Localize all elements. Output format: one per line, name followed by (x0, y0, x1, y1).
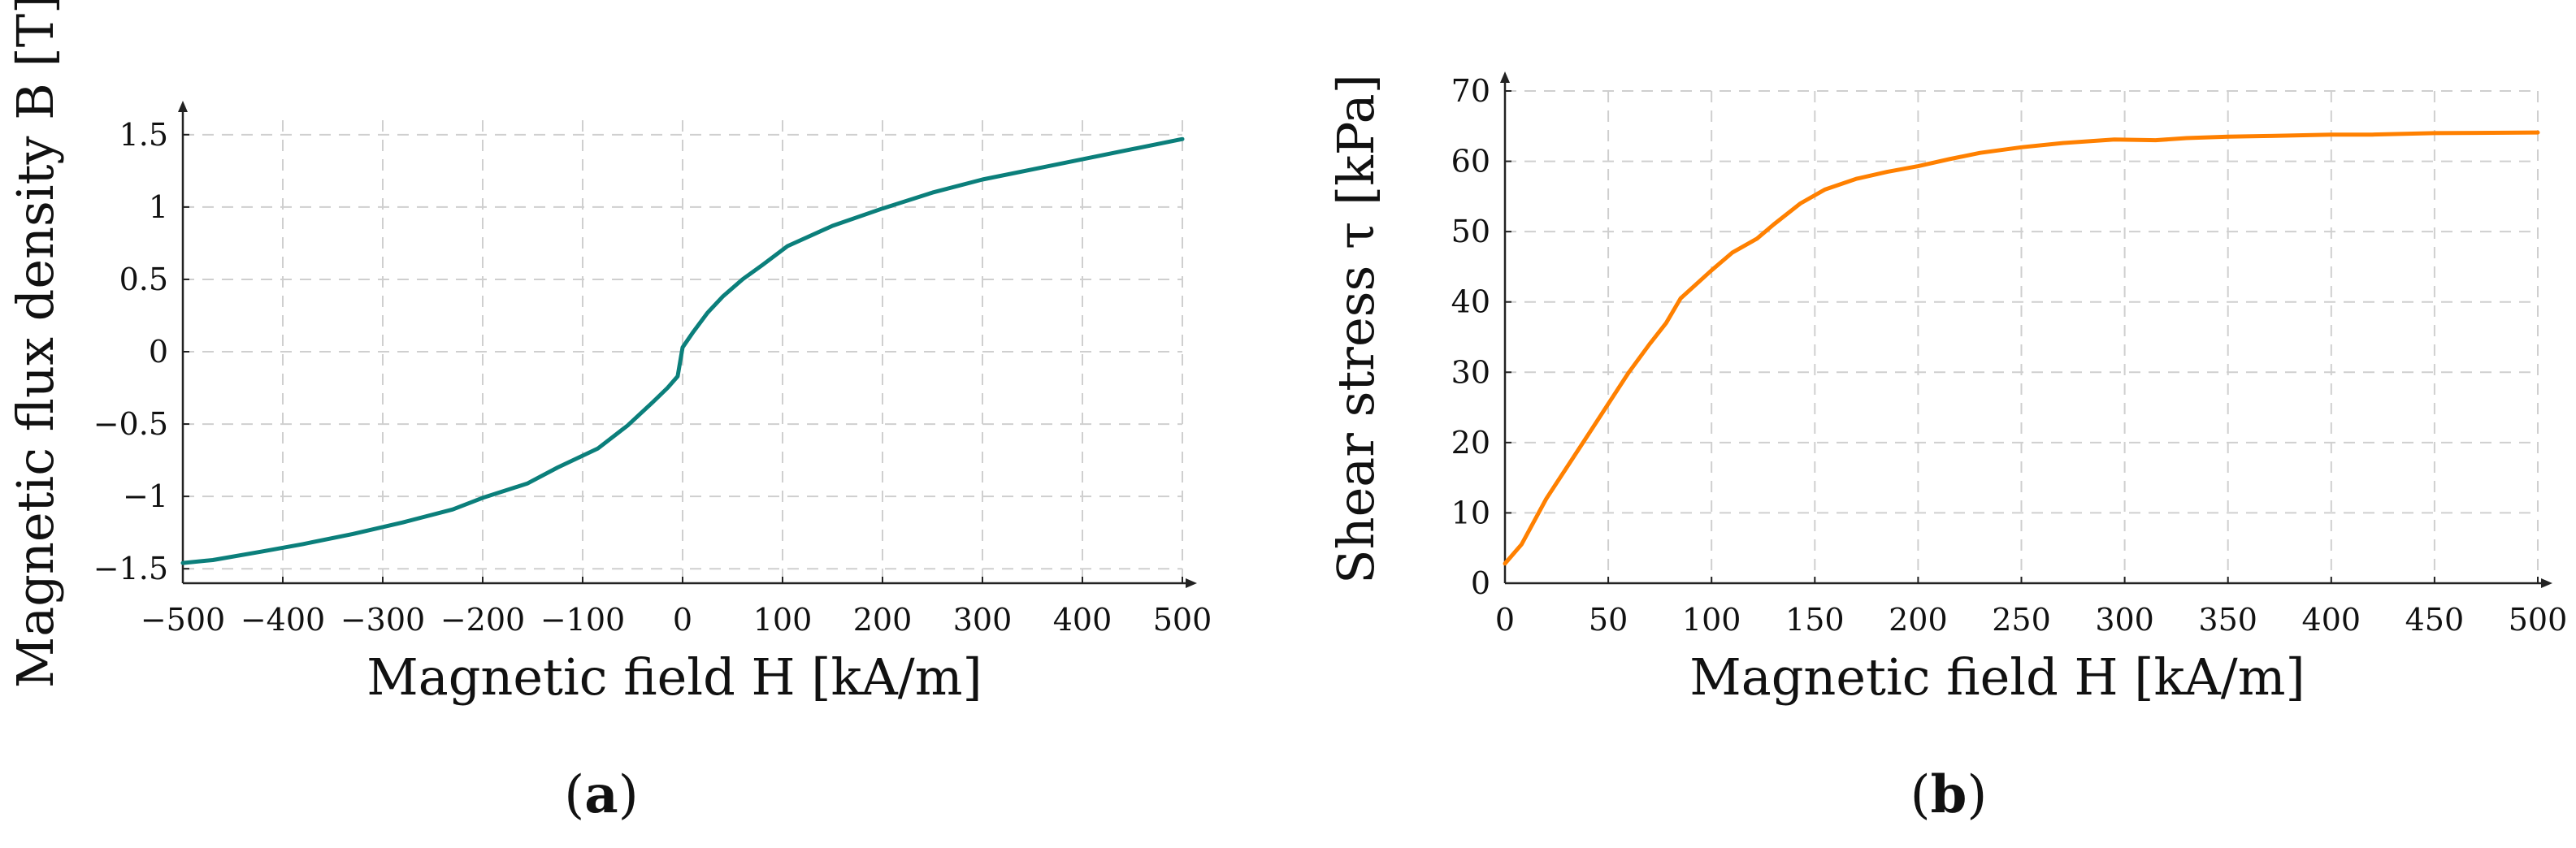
y-tick-label-b: 60 (1451, 144, 1490, 180)
y-tick-label-b: 30 (1451, 354, 1490, 390)
y-axis-label-b: Shear stress τ [kPa] (1326, 74, 1386, 584)
panel-letter-b: b (1931, 764, 1967, 825)
y-tick-label-a: −0.5 (93, 406, 168, 442)
y-tick-label-b: 50 (1451, 214, 1490, 249)
y-axis-label-a: Magnetic flux density B [T] (6, 0, 65, 688)
ticks-b: 0 50 100 150 200 250 300 350 400 450 500 0 10 20 30 40 5… (1451, 73, 2568, 638)
x-tick-label-b: 350 (2198, 602, 2257, 638)
y-tick-label-a: 0.5 (119, 262, 168, 297)
x-tick-label-a: 100 (753, 602, 813, 638)
y-tick-label-a: −1.5 (93, 551, 168, 586)
x-tick-label-a: 400 (1053, 602, 1112, 638)
y-tick-label-a: 1 (149, 189, 168, 225)
x-axis-label-a: Magnetic field H [kA/m] (366, 647, 982, 707)
x-axis-label-b: Magnetic field H [kA/m] (1689, 647, 2305, 707)
x-tick-label-a: 200 (853, 602, 913, 638)
axes-b (1500, 71, 2552, 588)
y-tick-label-a: 0 (149, 334, 168, 370)
x-tick-label-b: 500 (2509, 602, 2568, 638)
x-axis-arrow-b (2541, 578, 2552, 588)
y-tick-label-b: 20 (1451, 425, 1490, 461)
x-tick-label-b: 250 (1992, 602, 2051, 638)
x-tick-label-a: −200 (440, 602, 525, 638)
series-line-b-h-curve (180, 136, 1185, 565)
y-tick-label-a: −1 (123, 478, 168, 514)
x-tick-label-a: −500 (141, 602, 225, 638)
x-axis-arrow-a (1186, 578, 1197, 588)
x-tick-label-b: 50 (1589, 602, 1628, 638)
grid-a (182, 120, 1183, 583)
y-axis-arrow-a (178, 101, 188, 112)
x-tick-label-a: −400 (241, 602, 325, 638)
series-line-shear-stress (1503, 130, 2540, 566)
x-tick-label-a: −300 (340, 602, 425, 638)
y-tick-label-b: 0 (1471, 565, 1490, 601)
chart-panel-b: 0 50 100 150 200 250 300 350 400 450 500 0 10 20 30 40 5… (1326, 71, 2567, 825)
y-tick-label-b: 10 (1451, 495, 1490, 530)
axes-a (178, 101, 1197, 588)
panel-letter-a: a (584, 764, 618, 825)
x-tick-label-b: 450 (2405, 602, 2465, 638)
x-tick-label-a: −100 (540, 602, 625, 638)
x-tick-label-a: 500 (1153, 602, 1212, 638)
x-tick-label-b: 400 (2302, 602, 2361, 638)
x-tick-label-b: 200 (1889, 602, 1948, 638)
x-tick-label-a: 300 (953, 602, 1013, 638)
x-tick-label-a: 0 (673, 602, 692, 638)
grid-b (1504, 90, 2539, 584)
panel-label-a: (a) (564, 764, 638, 825)
x-tick-label-b: 150 (1785, 602, 1845, 638)
y-axis-arrow-b (1500, 71, 1510, 83)
x-tick-label-b: 0 (1495, 602, 1515, 638)
x-tick-label-b: 300 (2095, 602, 2154, 638)
y-tick-label-a: 1.5 (119, 117, 168, 153)
panel-label-b: (b) (1910, 764, 1988, 825)
y-tick-label-b: 70 (1451, 73, 1490, 109)
y-tick-label-b: 40 (1451, 284, 1490, 320)
x-tick-label-b: 100 (1682, 602, 1741, 638)
chart-panel-a: −500 −400 −300 −200 −100 0 100 200 300 400 500 −1.5… (6, 0, 1212, 825)
ticks-a: −500 −400 −300 −200 −100 0 100 200 300 400 500 −1.5… (93, 117, 1212, 638)
